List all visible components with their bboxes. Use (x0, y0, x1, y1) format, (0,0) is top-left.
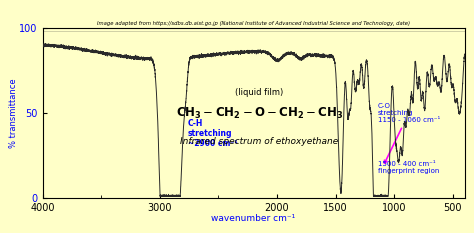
Text: $\mathbf{CH_3}-\mathbf{CH_2}-\mathbf{O}-\mathbf{CH_2}-\mathbf{CH_3}$: $\mathbf{CH_3}-\mathbf{CH_2}-\mathbf{O}-… (176, 106, 343, 120)
Text: 1500 - 400 cm⁻¹
fingerprint region: 1500 - 400 cm⁻¹ fingerprint region (378, 161, 439, 174)
Text: C-O
stretching
1150 - 1060 cm⁻¹: C-O stretching 1150 - 1060 cm⁻¹ (378, 103, 440, 163)
X-axis label: wavenumber cm⁻¹: wavenumber cm⁻¹ (211, 214, 296, 223)
Y-axis label: % transmittance: % transmittance (9, 78, 18, 148)
Text: C-H
stretching
~2900 cm⁻¹: C-H stretching ~2900 cm⁻¹ (188, 119, 238, 148)
Text: Infrared spectrum of ethoxyethane: Infrared spectrum of ethoxyethane (180, 137, 338, 146)
Text: Image adapted from https://sdbs.db.aist.go.jp (National Institute of Advanced In: Image adapted from https://sdbs.db.aist.… (97, 21, 410, 26)
Text: (liquid film): (liquid film) (235, 88, 283, 97)
